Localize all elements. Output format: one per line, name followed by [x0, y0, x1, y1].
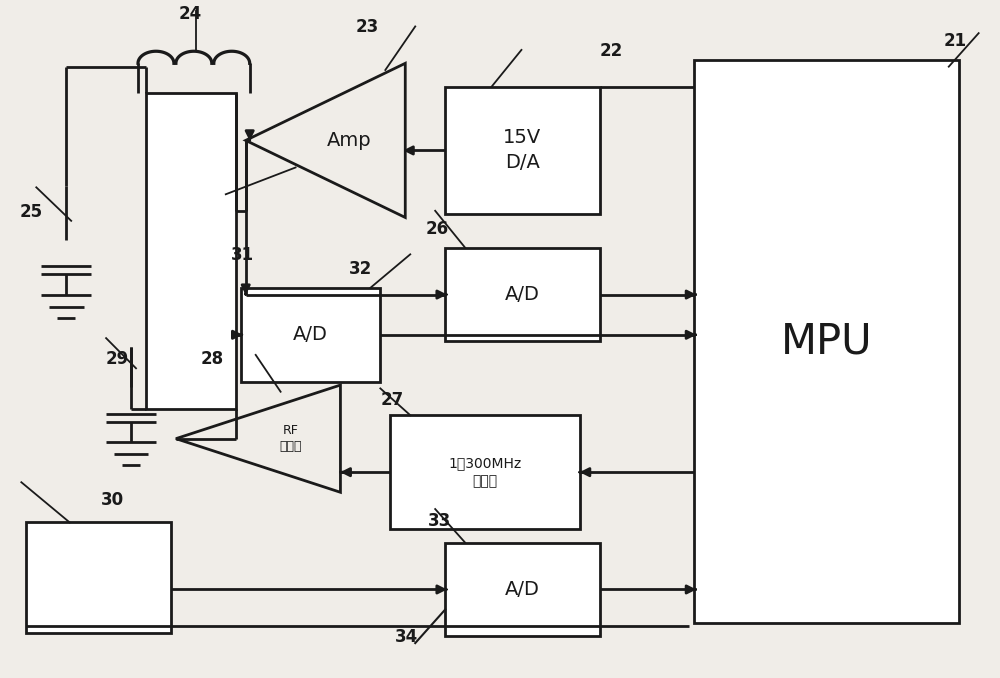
FancyBboxPatch shape	[241, 288, 380, 382]
FancyBboxPatch shape	[694, 60, 959, 623]
Text: 1～300MHz
合成器: 1～300MHz 合成器	[448, 456, 522, 488]
Text: 32: 32	[348, 260, 372, 278]
Text: A/D: A/D	[293, 325, 328, 344]
Text: 23: 23	[355, 18, 379, 37]
FancyBboxPatch shape	[390, 415, 580, 529]
Text: 25: 25	[19, 203, 42, 221]
Text: A/D: A/D	[505, 580, 540, 599]
Text: Amp: Amp	[327, 131, 372, 150]
Text: A/D: A/D	[505, 285, 540, 304]
Text: 26: 26	[425, 220, 448, 237]
Text: MPU: MPU	[781, 321, 872, 363]
Text: 29: 29	[106, 351, 129, 368]
Text: 34: 34	[395, 629, 419, 646]
Text: 15V
D/A: 15V D/A	[503, 128, 542, 172]
FancyBboxPatch shape	[445, 87, 600, 214]
Text: RF
放大器: RF 放大器	[280, 424, 302, 453]
Text: 24: 24	[179, 5, 202, 23]
Text: 27: 27	[380, 391, 404, 409]
Text: 22: 22	[600, 42, 623, 60]
FancyBboxPatch shape	[445, 542, 600, 637]
Text: 31: 31	[231, 246, 254, 264]
Text: 21: 21	[944, 32, 967, 50]
FancyBboxPatch shape	[26, 523, 171, 633]
Text: 30: 30	[101, 491, 124, 509]
FancyBboxPatch shape	[445, 247, 600, 342]
Text: 33: 33	[428, 513, 451, 530]
Text: 28: 28	[201, 351, 224, 368]
FancyBboxPatch shape	[146, 94, 236, 409]
